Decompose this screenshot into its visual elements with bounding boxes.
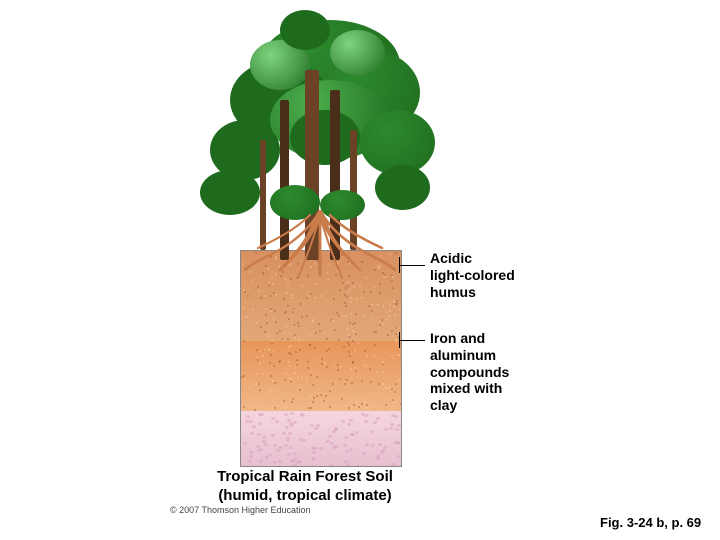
title-line-1: Tropical Rain Forest Soil xyxy=(217,468,393,485)
soil-profile-diagram xyxy=(230,10,410,460)
label-humus: Acidic light-colored humus xyxy=(430,250,515,300)
callout-line-humus xyxy=(399,265,425,266)
label-iron: Iron and aluminum compounds mixed with c… xyxy=(430,330,509,414)
copyright-text: © 2007 Thomson Higher Education xyxy=(170,505,311,515)
root-system xyxy=(240,210,400,290)
tree-canopy xyxy=(210,10,430,210)
diagram-title: Tropical Rain Forest Soil (humid, tropic… xyxy=(170,468,440,506)
figure-reference: Fig. 3-24 b, p. 69 xyxy=(600,515,701,530)
callout-line-iron xyxy=(399,340,425,341)
title-line-2: (humid, tropical climate) xyxy=(218,487,391,504)
